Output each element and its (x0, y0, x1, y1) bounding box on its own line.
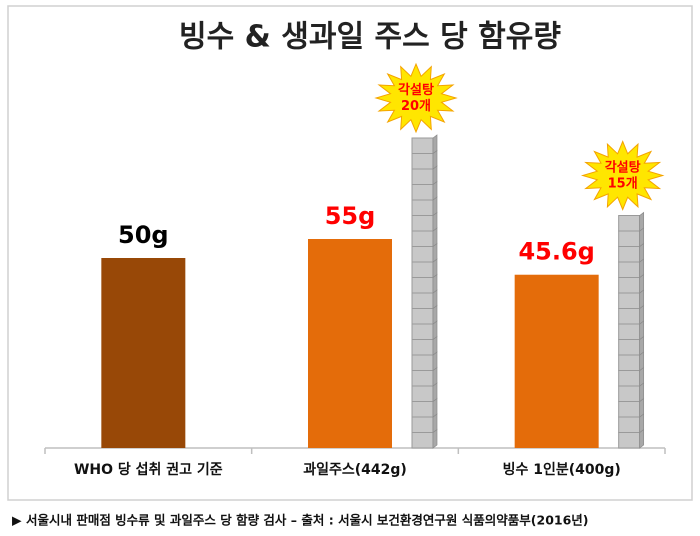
sugar-cube (618, 215, 641, 232)
sugar-cube-stack (411, 134, 438, 449)
sugar-cube (411, 308, 434, 325)
chart-title: 빙수 & 생과일 주스 당 함유량 (179, 20, 561, 55)
sugar-cube (618, 230, 641, 247)
sugar-cube (411, 385, 434, 402)
x-tick-label: 빙수 1인분(400g) (503, 461, 621, 478)
sugar-cube (411, 370, 434, 387)
sugar-cube (411, 432, 434, 449)
sugar-cube (618, 308, 641, 325)
sugar-cube (411, 292, 434, 309)
sugar-cube (618, 401, 641, 418)
sugar-cube (411, 153, 434, 170)
bar (101, 258, 186, 448)
sugar-cube (411, 354, 434, 371)
sugar-cube (618, 292, 641, 309)
value-label: 55g (325, 202, 376, 230)
sugar-cube (411, 339, 434, 356)
starburst (374, 62, 458, 134)
sugar-cube (618, 432, 641, 449)
value-label: 45.6g (518, 238, 594, 266)
bar (514, 274, 599, 448)
sugar-cube (411, 277, 434, 294)
sugar-cube (411, 323, 434, 340)
bar (308, 239, 392, 448)
sugar-cube (411, 184, 434, 201)
sugar-cube (411, 199, 434, 216)
sugar-cube (618, 385, 641, 402)
sugar-cube (618, 354, 641, 371)
sugar-cube (411, 246, 434, 263)
sugar-cube (411, 416, 434, 433)
sugar-cube (618, 370, 641, 387)
sugar-cube (411, 137, 434, 154)
footnote: ▶ 서울시내 판매점 빙수류 및 과일주스 당 함량 검사 – 출처 : 서울시… (12, 513, 589, 528)
sugar-cube (618, 261, 641, 278)
sugar-cube (411, 401, 434, 418)
starburst (580, 140, 665, 211)
sugar-cube-label: 각설탕 20개 (398, 82, 434, 114)
sugar-cube-label: 각설탕 15개 (605, 159, 641, 191)
sugar-cube (618, 246, 641, 263)
x-tick-label: WHO 당 섭취 권고 기준 (74, 461, 223, 478)
sugar-cube (618, 416, 641, 433)
sugar-cube-side (639, 211, 645, 232)
x-tick-label: 과일주스(442g) (303, 462, 407, 478)
sugar-cube (618, 277, 641, 294)
sugar-cube (618, 323, 641, 340)
sugar-cube-stack (618, 211, 645, 449)
sugar-cube (411, 261, 434, 278)
sugar-cube (411, 215, 434, 232)
value-label: 50g (118, 221, 169, 249)
sugar-cube (411, 168, 434, 185)
sugar-cube-side (432, 134, 438, 155)
sugar-cube (411, 230, 434, 247)
sugar-cube (618, 339, 641, 356)
